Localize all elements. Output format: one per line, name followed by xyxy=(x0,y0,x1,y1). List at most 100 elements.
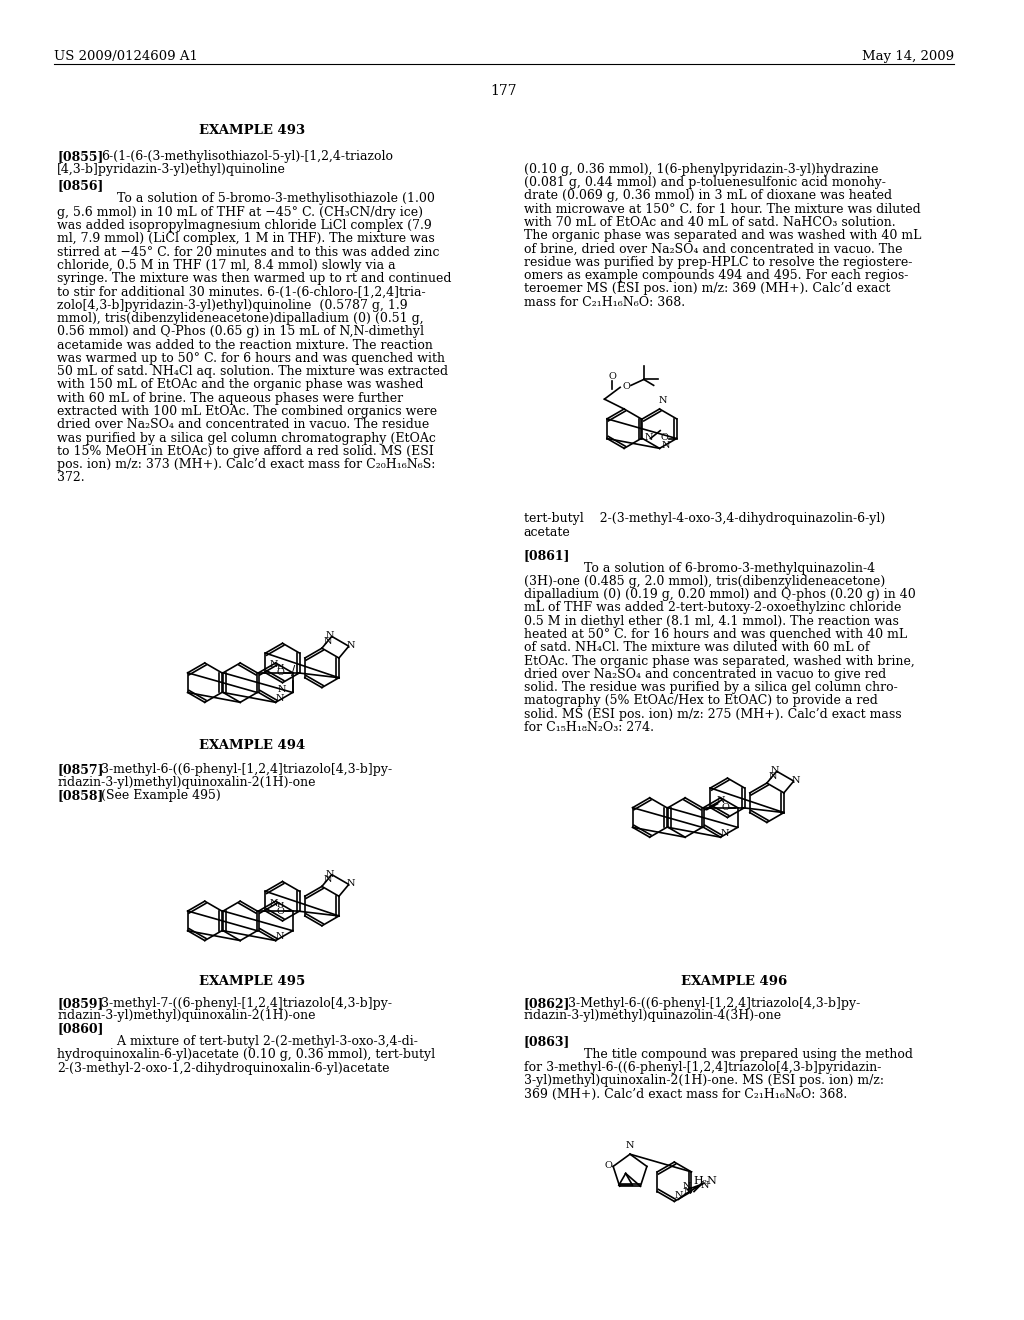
Text: chloride, 0.5 M in THF (17 ml, 8.4 mmol) slowly via a: chloride, 0.5 M in THF (17 ml, 8.4 mmol)… xyxy=(57,259,395,272)
Text: N: N xyxy=(326,631,334,640)
Text: O: O xyxy=(623,383,630,391)
Text: syringe. The mixture was then warmed up to rt and continued: syringe. The mixture was then warmed up … xyxy=(57,272,452,285)
Text: with microwave at 150° C. for 1 hour. The mixture was diluted: with microwave at 150° C. for 1 hour. Th… xyxy=(523,203,921,215)
Text: US 2009/0124609 A1: US 2009/0124609 A1 xyxy=(54,50,198,62)
Text: zolo[4,3-b]pyridazin-3-yl)ethyl)quinoline  (0.5787 g, 1.9: zolo[4,3-b]pyridazin-3-yl)ethyl)quinolin… xyxy=(57,298,408,312)
Text: N: N xyxy=(675,1192,683,1200)
Text: (See Example 495): (See Example 495) xyxy=(101,789,221,803)
Text: residue was purified by prep-HPLC to resolve the regiostere-: residue was purified by prep-HPLC to res… xyxy=(523,256,912,269)
Text: 2-(3-methyl-2-oxo-1,2-dihydroquinoxalin-6-yl)acetate: 2-(3-methyl-2-oxo-1,2-dihydroquinoxalin-… xyxy=(57,1061,389,1074)
Text: O: O xyxy=(604,1162,612,1171)
Text: hydroquinoxalin-6-yl)acetate (0.10 g, 0.36 mmol), tert-butyl: hydroquinoxalin-6-yl)acetate (0.10 g, 0.… xyxy=(57,1048,435,1061)
Text: ridazin-3-yl)methyl)quinoxalin-2(1H)-one: ridazin-3-yl)methyl)quinoxalin-2(1H)-one xyxy=(57,1010,315,1023)
Text: mmol), tris(dibenzylideneacetone)dipalladium (0) (0.51 g,: mmol), tris(dibenzylideneacetone)dipalla… xyxy=(57,312,424,325)
Text: /: / xyxy=(291,665,295,677)
Text: was warmed up to 50° C. for 6 hours and was quenched with: was warmed up to 50° C. for 6 hours and … xyxy=(57,352,445,364)
Text: N: N xyxy=(324,638,332,647)
Text: H₂N: H₂N xyxy=(694,1176,718,1185)
Text: N: N xyxy=(269,899,278,908)
Text: 3-methyl-6-((6-phenyl-[1,2,4]triazolo[4,3-b]py-: 3-methyl-6-((6-phenyl-[1,2,4]triazolo[4,… xyxy=(101,763,392,776)
Text: 372.: 372. xyxy=(57,471,85,484)
Text: EXAMPLE 496: EXAMPLE 496 xyxy=(681,975,787,987)
Text: 3-Methyl-6-((6-phenyl-[1,2,4]triazolo[4,3-b]py-: 3-Methyl-6-((6-phenyl-[1,2,4]triazolo[4,… xyxy=(568,997,860,1010)
Text: dried over Na₂SO₄ and concentrated in vacuo. The residue: dried over Na₂SO₄ and concentrated in va… xyxy=(57,418,429,432)
Text: O: O xyxy=(276,668,285,677)
Text: solid. The residue was purified by a silica gel column chro-: solid. The residue was purified by a sil… xyxy=(523,681,897,694)
Text: EXAMPLE 493: EXAMPLE 493 xyxy=(199,124,305,136)
Text: ml, 7.9 mmol) (LiCl complex, 1 M in THF). The mixture was: ml, 7.9 mmol) (LiCl complex, 1 M in THF)… xyxy=(57,232,435,246)
Text: acetamide was added to the reaction mixture. The reaction: acetamide was added to the reaction mixt… xyxy=(57,339,433,351)
Text: N: N xyxy=(768,772,777,781)
Text: O: O xyxy=(660,433,669,442)
Text: [0856]: [0856] xyxy=(57,180,103,193)
Text: N: N xyxy=(275,932,284,941)
Text: dipalladium (0) (0.19 g, 0.20 mmol) and Q-phos (0.20 g) in 40: dipalladium (0) (0.19 g, 0.20 mmol) and … xyxy=(523,589,915,601)
Text: N: N xyxy=(700,1180,710,1189)
Text: 50 mL of satd. NH₄Cl aq. solution. The mixture was extracted: 50 mL of satd. NH₄Cl aq. solution. The m… xyxy=(57,366,449,378)
Text: 6-(1-(6-(3-methylisothiazol-5-yl)-[1,2,4-triazolo: 6-(1-(6-(3-methylisothiazol-5-yl)-[1,2,4… xyxy=(101,150,393,164)
Text: solid. MS (ESI pos. ion) m/z: 275 (MH+). Calc’d exact mass: solid. MS (ESI pos. ion) m/z: 275 (MH+).… xyxy=(523,708,901,721)
Text: O: O xyxy=(608,372,616,381)
Text: N: N xyxy=(626,1142,634,1150)
Text: teroemer MS (ESI pos. ion) m/z: 369 (MH+). Calc’d exact: teroemer MS (ESI pos. ion) m/z: 369 (MH+… xyxy=(523,282,890,296)
Text: tert-butyl    2-(3-methyl-4-oxo-3,4-dihydroquinazolin-6-yl): tert-butyl 2-(3-methyl-4-oxo-3,4-dihydro… xyxy=(523,512,885,525)
Text: A mixture of tert-butyl 2-(2-methyl-3-oxo-3,4-di-: A mixture of tert-butyl 2-(2-methyl-3-ox… xyxy=(101,1035,418,1048)
Text: [0863]: [0863] xyxy=(523,1035,570,1048)
Text: was added isopropylmagnesium chloride LiCl complex (7.9: was added isopropylmagnesium chloride Li… xyxy=(57,219,432,232)
Text: stirred at −45° C. for 20 minutes and to this was added zinc: stirred at −45° C. for 20 minutes and to… xyxy=(57,246,439,259)
Text: To a solution of 5-bromo-3-methylisothiazole (1.00: To a solution of 5-bromo-3-methylisothia… xyxy=(101,193,435,206)
Text: N: N xyxy=(275,694,284,702)
Text: heated at 50° C. for 16 hours and was quenched with 40 mL: heated at 50° C. for 16 hours and was qu… xyxy=(523,628,907,642)
Text: To a solution of 6-bromo-3-methylquinazolin-4: To a solution of 6-bromo-3-methylquinazo… xyxy=(568,561,876,574)
Text: N: N xyxy=(269,660,278,669)
Text: [0858]: [0858] xyxy=(57,789,103,803)
Text: of brine, dried over Na₂SO₄ and concentrated in vacuo. The: of brine, dried over Na₂SO₄ and concentr… xyxy=(523,243,902,256)
Text: 0.56 mmol) and Q-Phos (0.65 g) in 15 mL of N,N-dimethyl: 0.56 mmol) and Q-Phos (0.65 g) in 15 mL … xyxy=(57,325,424,338)
Text: was purified by a silica gel column chromatography (EtOAc: was purified by a silica gel column chro… xyxy=(57,432,436,445)
Text: with 60 mL of brine. The aqueous phases were further: with 60 mL of brine. The aqueous phases … xyxy=(57,392,403,405)
Text: N: N xyxy=(324,875,332,884)
Text: H: H xyxy=(276,902,285,909)
Text: for C₁₅H₁₈N₂O₃: 274.: for C₁₅H₁₈N₂O₃: 274. xyxy=(523,721,653,734)
Text: N: N xyxy=(278,685,286,693)
Text: May 14, 2009: May 14, 2009 xyxy=(862,50,954,62)
Text: to 15% MeOH in EtOAc) to give afford a red solid. MS (ESI: to 15% MeOH in EtOAc) to give afford a r… xyxy=(57,445,434,458)
Text: N: N xyxy=(346,642,355,651)
Text: The title compound was prepared using the method: The title compound was prepared using th… xyxy=(568,1048,913,1061)
Text: N: N xyxy=(684,1187,692,1196)
Text: [0860]: [0860] xyxy=(57,1022,103,1035)
Text: O: O xyxy=(276,907,285,916)
Text: EtOAc. The organic phase was separated, washed with brine,: EtOAc. The organic phase was separated, … xyxy=(523,655,914,668)
Text: g, 5.6 mmol) in 10 mL of THF at −45° C. (CH₃CN/dry ice): g, 5.6 mmol) in 10 mL of THF at −45° C. … xyxy=(57,206,423,219)
Text: N: N xyxy=(792,776,800,785)
Text: [0859]: [0859] xyxy=(57,997,103,1010)
Text: acetate: acetate xyxy=(523,527,570,539)
Text: EXAMPLE 494: EXAMPLE 494 xyxy=(199,739,305,752)
Text: [4,3-b]pyridazin-3-yl)ethyl)quinoline: [4,3-b]pyridazin-3-yl)ethyl)quinoline xyxy=(57,162,286,176)
Text: (3H)-one (0.485 g, 2.0 mmol), tris(dibenzylideneacetone): (3H)-one (0.485 g, 2.0 mmol), tris(diben… xyxy=(523,574,885,587)
Text: for 3-methyl-6-((6-phenyl-[1,2,4]triazolo[4,3-b]pyridazin-: for 3-methyl-6-((6-phenyl-[1,2,4]triazol… xyxy=(523,1061,881,1074)
Text: N: N xyxy=(658,396,667,405)
Text: 177: 177 xyxy=(490,84,517,98)
Text: [0862]: [0862] xyxy=(523,997,570,1010)
Text: 369 (MH+). Calc’d exact mass for C₂₁H₁₆N₆O: 368.: 369 (MH+). Calc’d exact mass for C₂₁H₁₆N… xyxy=(523,1088,847,1101)
Text: [0857]: [0857] xyxy=(57,763,103,776)
Text: H: H xyxy=(276,663,285,671)
Text: N: N xyxy=(662,441,670,450)
Text: 3-yl)methyl)quinoxalin-2(1H)-one. MS (ESI pos. ion) m/z:: 3-yl)methyl)quinoxalin-2(1H)-one. MS (ES… xyxy=(523,1074,884,1088)
Text: mass for C₂₁H₁₆N₆O: 368.: mass for C₂₁H₁₆N₆O: 368. xyxy=(523,296,685,309)
Text: [0855]: [0855] xyxy=(57,150,103,164)
Text: of satd. NH₄Cl. The mixture was diluted with 60 mL of: of satd. NH₄Cl. The mixture was diluted … xyxy=(523,642,869,655)
Text: with 70 mL of EtOAc and 40 mL of satd. NaHCO₃ solution.: with 70 mL of EtOAc and 40 mL of satd. N… xyxy=(523,216,895,230)
Text: N: N xyxy=(720,829,729,838)
Text: (0.10 g, 0.36 mmol), 1(6-phenylpyridazin-3-yl)hydrazine: (0.10 g, 0.36 mmol), 1(6-phenylpyridazin… xyxy=(523,162,879,176)
Text: ridazin-3-yl)methyl)quinazolin-4(3H)-one: ridazin-3-yl)methyl)quinazolin-4(3H)-one xyxy=(523,1010,782,1023)
Text: omers as example compounds 494 and 495. For each regios-: omers as example compounds 494 and 495. … xyxy=(523,269,908,282)
Text: EXAMPLE 495: EXAMPLE 495 xyxy=(199,975,305,987)
Text: to stir for additional 30 minutes. 6-(1-(6-chloro-[1,2,4]tria-: to stir for additional 30 minutes. 6-(1-… xyxy=(57,285,426,298)
Text: extracted with 100 mL EtOAc. The combined organics were: extracted with 100 mL EtOAc. The combine… xyxy=(57,405,437,418)
Text: matography (5% EtOAc/Hex to EtOAC) to provide a red: matography (5% EtOAc/Hex to EtOAC) to pr… xyxy=(523,694,878,708)
Text: N: N xyxy=(644,433,652,442)
Text: 0.5 M in diethyl ether (8.1 ml, 4.1 mmol). The reaction was: 0.5 M in diethyl ether (8.1 ml, 4.1 mmol… xyxy=(523,615,899,628)
Text: The organic phase was separated and was washed with 40 mL: The organic phase was separated and was … xyxy=(523,230,921,243)
